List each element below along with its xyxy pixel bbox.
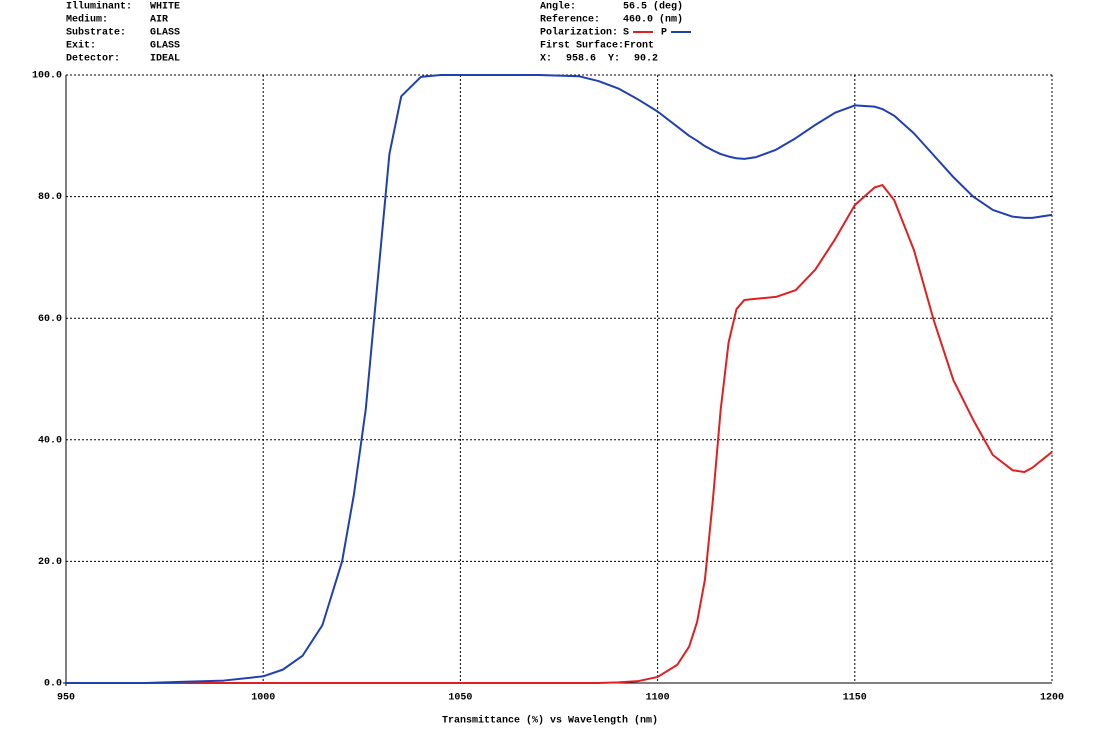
info-value: GLASS [150, 41, 180, 52]
info-value: 56.5 (deg) [623, 1, 683, 13]
cursor-y: 90.2 [634, 54, 658, 65]
info-label: Illuminant: [66, 1, 132, 13]
info-label: Detector: [66, 54, 120, 65]
cursor-x-label: X: [540, 54, 552, 65]
surface-label: First Surface: [540, 40, 624, 52]
info-value: GLASS [150, 28, 180, 39]
x-tick-label: 1100 [646, 693, 670, 704]
info-label: Exit: [66, 40, 96, 52]
info-value: AIR [150, 15, 168, 26]
legend-label: P [661, 28, 667, 39]
x-tick-label: 1150 [843, 693, 867, 704]
info-label: Substrate: [66, 27, 126, 39]
x-tick-label: 1050 [448, 693, 472, 704]
info-label: Reference: [540, 14, 600, 26]
cursor-x: 958.6 [566, 54, 596, 65]
y-tick-label: 80.0 [38, 192, 62, 203]
x-tick-label: 1000 [251, 693, 275, 704]
y-tick-label: 100.0 [32, 71, 62, 82]
cursor-y-label: Y: [608, 54, 620, 65]
y-tick-label: 40.0 [38, 435, 62, 446]
y-tick-label: 20.0 [38, 557, 62, 568]
series-line [66, 74, 1053, 684]
y-tick-label: 0.0 [44, 679, 62, 690]
series-line [66, 184, 1053, 684]
info-label: Medium: [66, 14, 108, 26]
x-tick-label: 1200 [1040, 693, 1064, 704]
legend-label: S [623, 28, 629, 39]
info-value: 460.0 (nm) [623, 14, 683, 26]
info-value: WHITE [150, 2, 180, 13]
info-value: IDEAL [150, 54, 180, 65]
axis-title: Transmittance (%) vs Wavelength (nm) [442, 715, 658, 727]
x-tick-label: 950 [57, 693, 75, 704]
y-tick-label: 60.0 [38, 314, 62, 325]
info-label: Angle: [540, 1, 576, 13]
surface-value: Front [624, 41, 654, 52]
legend-label: Polarization: [540, 27, 618, 39]
